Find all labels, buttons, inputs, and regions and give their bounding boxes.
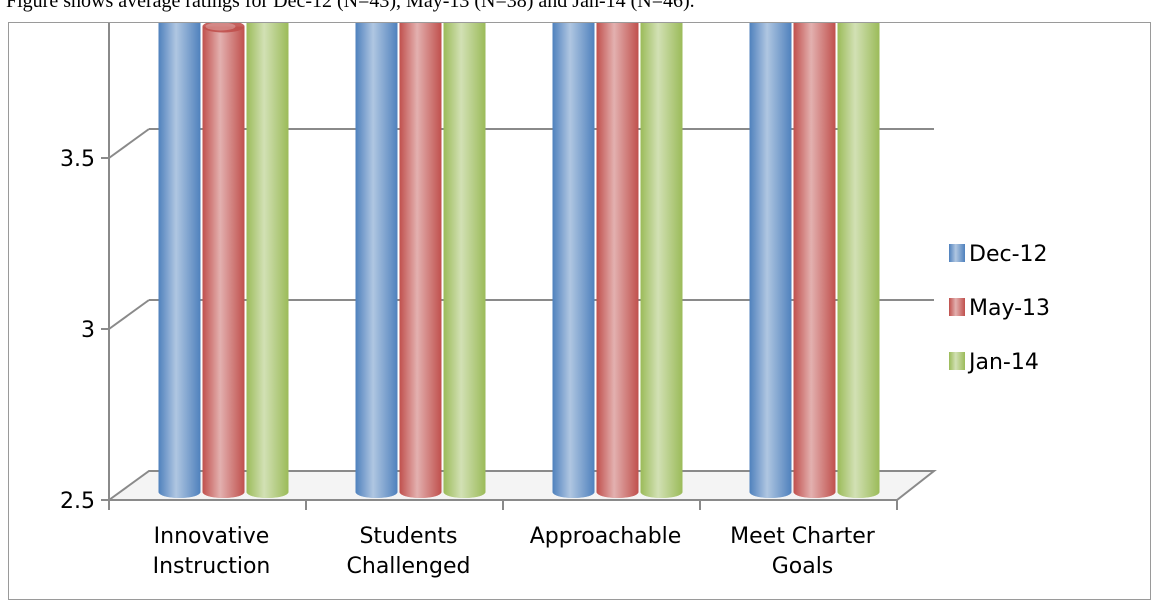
bar-Dec-12	[158, 23, 201, 498]
x-category-label: Approachable	[530, 524, 682, 549]
bars	[158, 23, 880, 499]
y-axis: 2.533.544.55	[60, 147, 109, 514]
x-category-label: Innovative Instruction	[153, 524, 271, 579]
legend-item-Jan-14: Jan-14	[949, 350, 1039, 375]
chart-svg: 2.533.544.55 InnovativeInstructionStuden…	[60, 23, 1050, 579]
bar-Jan-14	[837, 23, 880, 498]
bar-May-13	[399, 23, 442, 498]
x-axis-labels: Innovative Instruction Students Challenged A…	[108, 500, 898, 579]
bar-May-13	[793, 23, 836, 498]
y-tick-label: 2.5	[60, 489, 95, 514]
chart-caption: Figure shows average ratings for Dec-12 …	[6, 0, 695, 12]
x-category-label: Meet Charter Goals	[730, 524, 876, 579]
bar-May-13	[596, 23, 639, 498]
legend: Dec-12 May-13 Jan-14	[949, 242, 1050, 375]
chart-floor	[105, 470, 937, 501]
bar-Dec-12	[749, 23, 792, 498]
bar-Jan-14	[640, 23, 683, 498]
legend-label: Jan-14	[967, 350, 1039, 375]
legend-label: Dec-12	[969, 242, 1048, 267]
legend-label: May-13	[969, 296, 1050, 321]
bar-Jan-14	[443, 23, 486, 498]
bar-Jan-14	[246, 23, 289, 498]
legend-item-May-13: May-13	[949, 296, 1050, 321]
bar-Dec-12	[355, 23, 398, 498]
floor-plane	[105, 470, 937, 501]
y-tick-label: 3	[81, 318, 95, 343]
x-category-label: Students Challenged	[347, 524, 471, 579]
y-tick-label: 3.5	[60, 147, 95, 172]
chart-area: 2.533.544.55 InnovativeInstructionStuden…	[8, 22, 1151, 600]
bar-May-13	[202, 23, 245, 499]
legend-item-Dec-12: Dec-12	[949, 242, 1048, 267]
bar-Dec-12	[552, 23, 595, 498]
